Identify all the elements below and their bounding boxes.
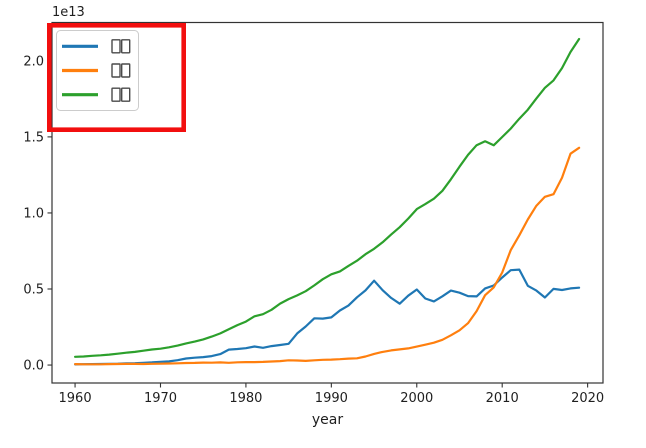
- y-tick-label: 1.0: [23, 206, 44, 221]
- y-tick-label: 0.5: [23, 282, 44, 297]
- x-axis: 1960 1970 1980 1990 2000 2010 2020: [59, 383, 604, 406]
- axis-offset-text: 1e13: [52, 5, 85, 20]
- x-axis-label: year: [312, 412, 343, 428]
- legend-label-missing-glyph-box: [120, 87, 131, 102]
- x-tick-label: 1970: [144, 391, 177, 406]
- series-lines: [73, 37, 581, 366]
- x-tick-label: 2000: [400, 391, 433, 406]
- plot-border-spines: [51, 21, 604, 384]
- legend: [56, 30, 139, 111]
- y-tick-label: 1.5: [23, 130, 44, 145]
- legend-label-missing-glyph-box: [111, 87, 121, 102]
- series-line-2: [73, 37, 581, 358]
- x-tick-label: 1980: [229, 391, 262, 406]
- x-tick-label: 2020: [571, 391, 604, 406]
- legend-label-missing-glyph-box: [111, 63, 121, 78]
- y-tick-label: 0.0: [23, 359, 44, 374]
- legend-label-missing-glyph-box: [120, 39, 131, 54]
- y-tick-label: 2.0: [23, 54, 44, 69]
- y-axis: 0.0 0.5 1.0 1.5 2.0: [23, 54, 52, 374]
- legend-label-missing-glyph-box: [120, 63, 131, 78]
- legend-label-missing-glyph-box: [111, 39, 121, 54]
- x-tick-label: 1960: [59, 391, 92, 406]
- series-line-1: [73, 146, 581, 366]
- annotation-red-box: [46, 22, 186, 133]
- x-tick-label: 2010: [486, 391, 519, 406]
- x-tick-label: 1990: [315, 391, 348, 406]
